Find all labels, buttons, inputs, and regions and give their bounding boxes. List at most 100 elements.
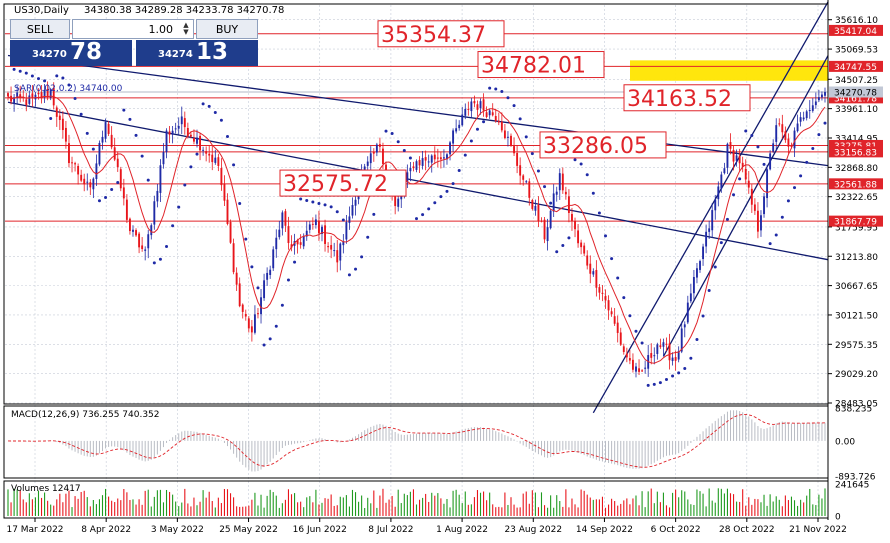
- psar-dot: [110, 188, 114, 192]
- candle-body: [241, 304, 244, 312]
- date-label: 8 Jul 2022: [368, 525, 413, 535]
- candle-body: [336, 250, 339, 263]
- candle: [180, 106, 183, 135]
- psar-dot: [725, 217, 729, 221]
- candle: [144, 246, 147, 261]
- psar-dot: [585, 173, 589, 177]
- price-tick-label: 30121.50: [835, 311, 878, 321]
- sell-button[interactable]: SELL: [10, 19, 70, 39]
- candle: [281, 210, 284, 236]
- candle-body: [528, 181, 531, 198]
- psar-dot: [427, 207, 431, 211]
- candle-body: [177, 125, 180, 129]
- psar-dot: [549, 201, 553, 205]
- candle: [555, 186, 558, 202]
- main-panel-frame: [3, 3, 829, 405]
- psar-dot: [488, 86, 492, 90]
- candle: [622, 343, 625, 355]
- candle-body: [55, 107, 58, 117]
- candle-body: [345, 222, 348, 240]
- candle-body: [805, 111, 808, 119]
- candle-body: [446, 154, 448, 160]
- sell-price-box[interactable]: 34270 78: [10, 39, 132, 66]
- buy-price-small: 34274: [158, 49, 193, 60]
- psar-dot: [518, 117, 522, 121]
- price-tick-label: 29575.35: [835, 341, 878, 351]
- candle: [653, 347, 656, 365]
- level-tag: 34161.78: [829, 92, 883, 104]
- candle: [711, 203, 714, 238]
- candle-body: [223, 183, 226, 201]
- candle: [95, 154, 98, 187]
- candle-body: [546, 227, 549, 242]
- candle: [58, 109, 61, 130]
- candle: [796, 114, 799, 133]
- buy-price-box[interactable]: 34274 13: [136, 39, 258, 66]
- candle: [631, 353, 634, 373]
- candle-body: [235, 272, 238, 285]
- candle-body: [290, 244, 293, 248]
- candle: [418, 156, 421, 174]
- candle-body: [202, 149, 205, 151]
- candle: [424, 150, 427, 171]
- psar-dot: [402, 149, 406, 153]
- candle-body: [735, 155, 738, 161]
- candle: [439, 151, 442, 169]
- candle-body: [205, 151, 208, 154]
- date-label: 8 Apr 2022: [81, 525, 131, 535]
- candle-body: [436, 157, 439, 159]
- candle: [799, 112, 802, 127]
- candle-body: [753, 204, 756, 211]
- candle: [433, 146, 436, 165]
- macd-label: MACD(12,26,9) 736.255 740.352: [11, 410, 160, 420]
- candle: [589, 255, 592, 284]
- candle-body: [796, 123, 799, 132]
- candle: [153, 195, 156, 230]
- candle: [223, 175, 226, 206]
- psar-dot: [256, 286, 260, 290]
- candle: [671, 352, 674, 366]
- candle-body: [427, 161, 430, 163]
- level-label-text: 33286.05: [543, 134, 648, 159]
- candle: [674, 350, 677, 371]
- candle-body: [607, 300, 610, 311]
- candle-body: [461, 114, 464, 126]
- candle-body: [278, 229, 281, 238]
- psar-dot: [664, 377, 668, 381]
- candle-body: [296, 239, 299, 245]
- lot-spinner-icon[interactable]: ▲ ▼: [183, 21, 189, 36]
- candle-body: [80, 174, 83, 181]
- psar-dot: [97, 199, 101, 203]
- candle-body: [781, 124, 784, 133]
- candle-body: [702, 246, 705, 260]
- candle: [220, 158, 223, 191]
- candle-body: [375, 144, 378, 153]
- lot-size-input[interactable]: 1.00 ▲ ▼: [72, 19, 194, 39]
- candle-body: [211, 154, 214, 163]
- buy-price-big: 13: [196, 39, 229, 65]
- candle: [375, 142, 378, 157]
- psar-dot: [744, 129, 748, 133]
- psar-dot: [543, 185, 547, 189]
- candle: [247, 316, 250, 333]
- psar-dot: [67, 83, 71, 87]
- psar-dot: [323, 203, 327, 207]
- level-label: 35354.37: [377, 20, 505, 48]
- level-label-text: 32575.72: [283, 172, 388, 197]
- buy-button[interactable]: BUY: [196, 19, 258, 39]
- candle: [522, 174, 525, 186]
- psar-dot: [140, 154, 144, 158]
- candle-body: [555, 191, 558, 195]
- psar-dot: [189, 165, 193, 169]
- level-tag-bg: [829, 215, 883, 227]
- candle: [689, 283, 692, 304]
- candle: [406, 164, 409, 189]
- candle-body: [756, 210, 759, 232]
- candle-body: [726, 143, 729, 168]
- candle: [43, 84, 46, 103]
- candle-body: [196, 137, 198, 144]
- candle-body: [677, 351, 680, 360]
- candle-body: [86, 181, 89, 183]
- candle: [750, 184, 753, 213]
- psar-dot: [658, 381, 662, 385]
